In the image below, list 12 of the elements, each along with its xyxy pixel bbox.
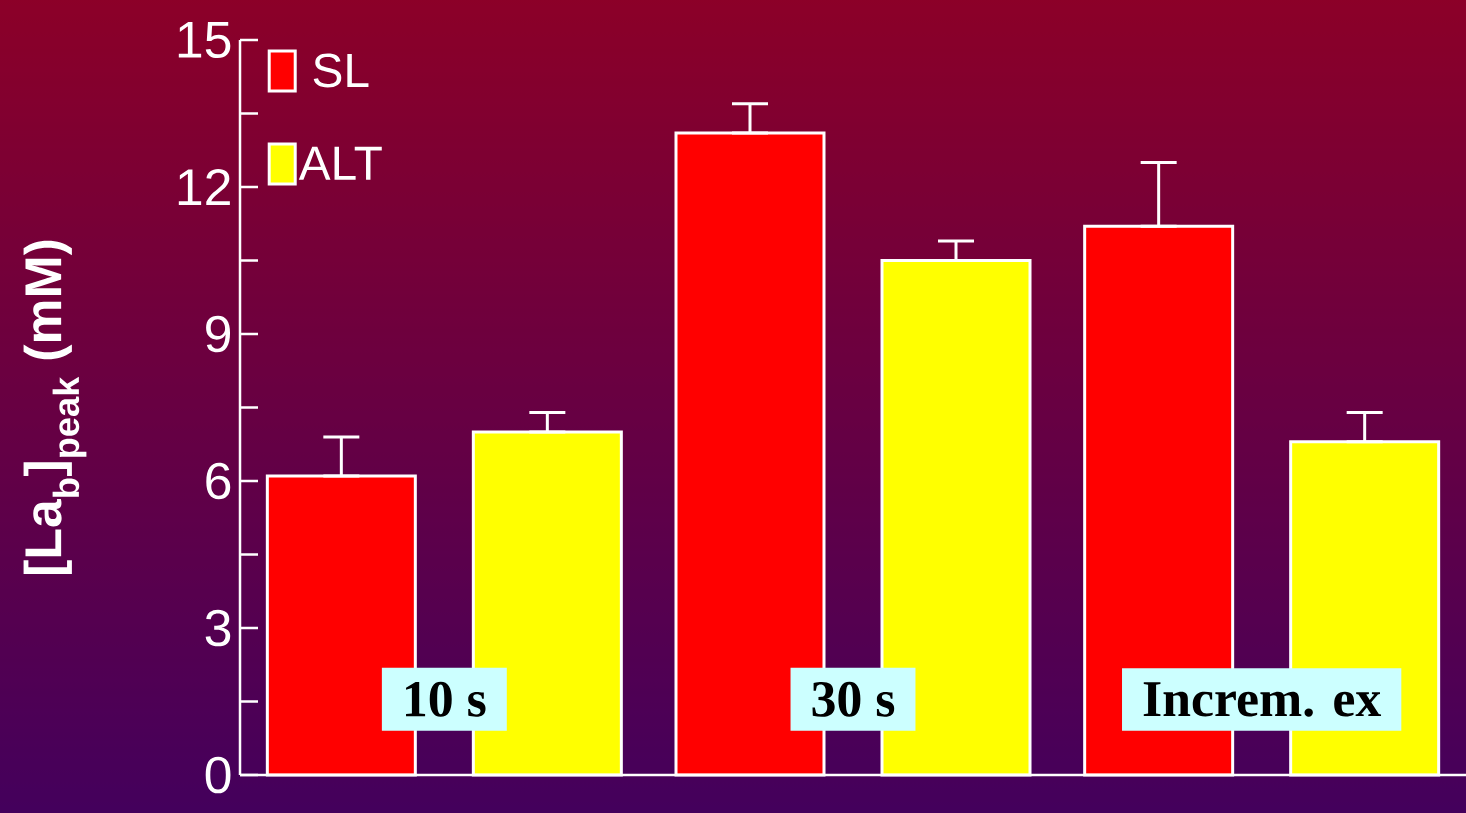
y-tick-label: 9 — [206, 315, 231, 353]
x-tick-label: Increm. ex — [1143, 682, 1382, 717]
x-tick-label: 10 s — [406, 681, 486, 717]
legend-label: SL — [313, 53, 369, 88]
y-axis-title: [La$_{b}$]$_{peak}$ (mM) — [23, 240, 87, 575]
y-tick-label: 0 — [205, 756, 231, 794]
y-tick-label: 6 — [206, 462, 231, 500]
legend-label: ALT — [298, 146, 382, 180]
x-tick-label: 30 s — [812, 681, 895, 717]
y-tick-label: 12 — [178, 168, 230, 206]
y-tick-label: 15 — [178, 21, 231, 59]
y-tick-label: 3 — [205, 609, 231, 647]
